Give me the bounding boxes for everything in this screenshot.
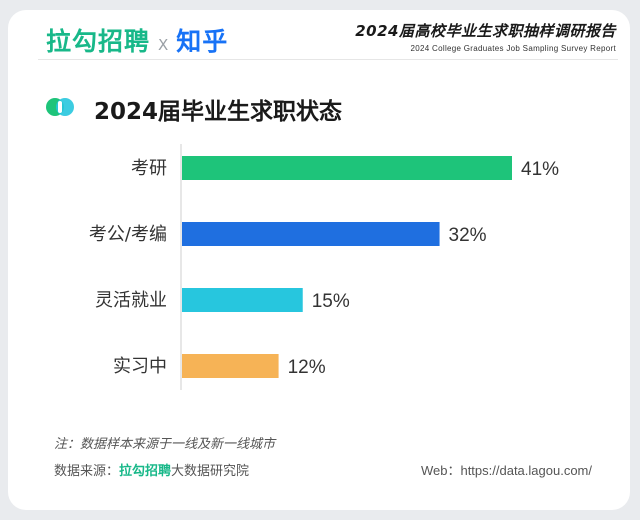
value-label: 12% <box>288 357 326 378</box>
lagou-logo: 拉勾招聘 <box>46 27 151 56</box>
report-card <box>8 10 630 510</box>
source-brand: 拉勾招聘 <box>119 464 172 479</box>
report-title: 2024届高校毕业生求职抽样调研报告 <box>355 22 616 40</box>
value-label: 15% <box>312 291 350 312</box>
section-icon <box>46 98 74 116</box>
category-label: 考公/考编 <box>89 224 167 245</box>
bar <box>182 354 279 378</box>
category-label: 实习中 <box>113 356 167 377</box>
bar <box>182 288 303 312</box>
bar <box>182 222 440 246</box>
zhihu-logo: 知乎 <box>176 27 229 56</box>
report-subtitle: 2024 College Graduates Job Sampling Surv… <box>410 44 616 53</box>
footnote: 注：数据样本来源于一线及新一线城市 <box>54 437 276 452</box>
source-suffix: 大数据研究院 <box>171 464 250 479</box>
website-url: Web：https://data.lagou.com/ <box>420 463 592 478</box>
bar <box>182 156 512 180</box>
category-label: 考研 <box>131 158 167 179</box>
logo-separator: X <box>158 36 169 54</box>
data-source: 数据来源：拉勾招聘大数据研究院 <box>54 460 249 479</box>
category-label: 灵活就业 <box>95 290 167 311</box>
source-prefix: 数据来源： <box>54 464 120 479</box>
value-label: 41% <box>521 159 559 180</box>
chart-title: 2024届毕业生求职状态 <box>94 99 343 125</box>
value-label: 32% <box>449 225 487 246</box>
header-logos: 拉勾招聘 X 知乎 <box>46 22 228 58</box>
header-divider <box>38 59 618 60</box>
